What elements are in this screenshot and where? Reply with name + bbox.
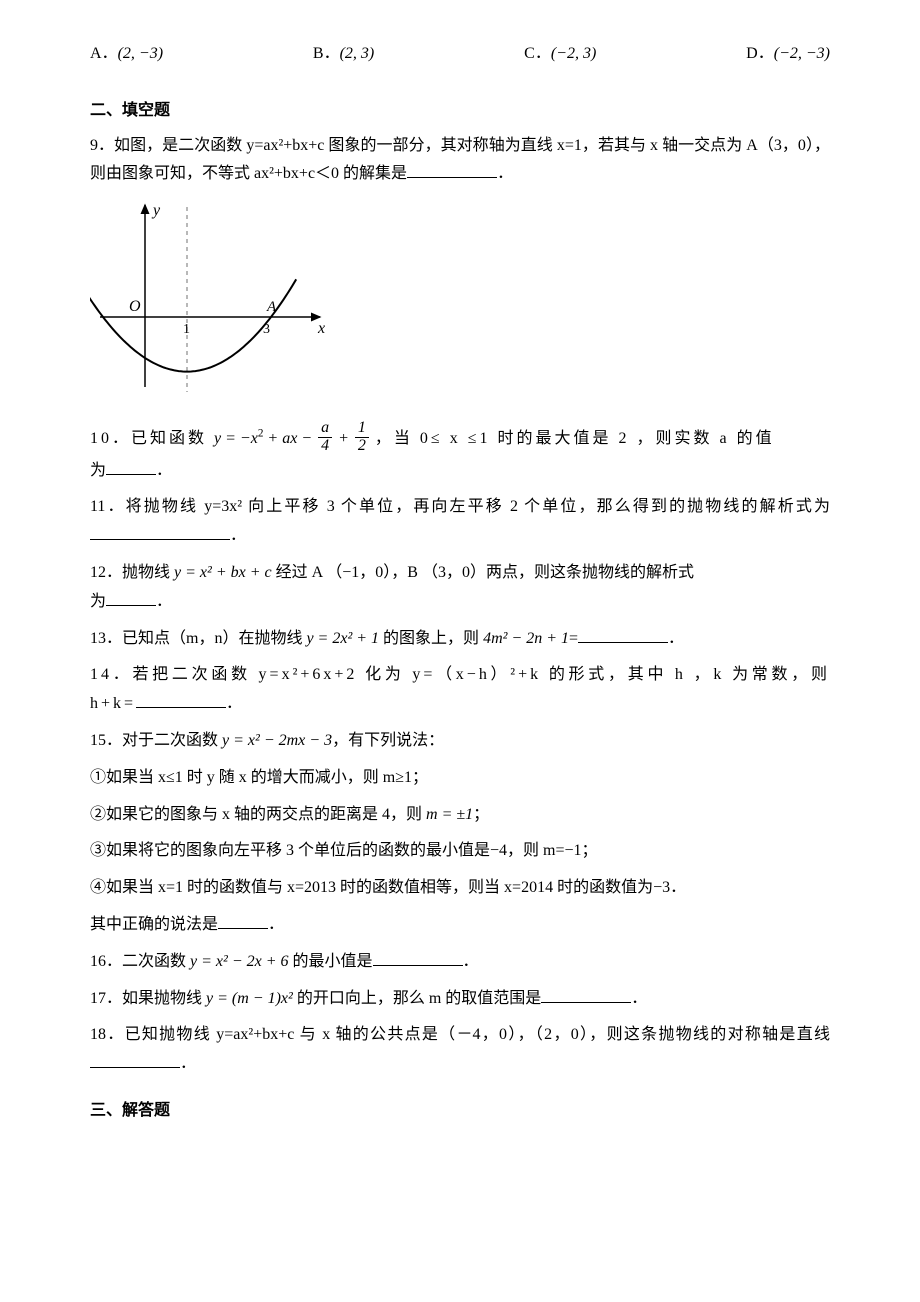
q10-frac1-d: 4 (318, 438, 332, 455)
q18-text: 18．已知抛物线 y=ax²+bx+c 与 x 轴的公共点是（－4，0），（2，… (90, 1026, 830, 1043)
q11: 11．将抛物线 y=3x² 向上平移 3 个单位，再向左平移 2 个单位，那么得… (90, 493, 830, 551)
q13-blank (578, 626, 668, 643)
q17-prefix: 17．如果抛物线 (90, 990, 206, 1007)
q11-blank (90, 523, 230, 540)
q8-opt-c: C．(−2, 3) (524, 40, 596, 69)
q15-item5-b: ． (268, 916, 284, 933)
section-3-heading: 三、解答题 (90, 1097, 830, 1126)
q15-prefix: 15．对于二次函数 (90, 732, 222, 749)
q8-opt-a-val: (2, −3) (118, 45, 163, 62)
q12-mid: 经过 A （−1，0），B （3，0）两点，则这条抛物线的解析式 (272, 564, 694, 581)
q8-opt-c-label: C． (524, 45, 551, 62)
svg-text:y: y (151, 202, 161, 219)
q10-wei: 为 (90, 462, 106, 479)
q11-period: ． (230, 527, 246, 544)
q16-period: ． (463, 953, 479, 970)
q10-prefix: 10．已知函数 (90, 430, 214, 447)
q17-period: ． (631, 990, 647, 1007)
q15-item3: ③如果将它的图象向左平移 3 个单位后的函数的最小值是−4，则 m=−1； (90, 837, 830, 866)
q11-text: 11．将抛物线 y=3x² 向上平移 3 个单位，再向左平移 2 个单位，那么得… (90, 498, 830, 515)
q10-f3: + (334, 430, 353, 447)
q8-opt-a-label: A． (90, 45, 118, 62)
q16-formula: y = x² − 2x + 6 (190, 953, 289, 970)
q12-period: ． (156, 593, 172, 610)
q15-item4: ④如果当 x=1 时的函数值与 x=2013 时的函数值相等，则当 x=2014… (90, 874, 830, 903)
q10-frac2-d: 2 (355, 438, 369, 455)
q8-opt-a: A．(2, −3) (90, 40, 163, 69)
q16: 16．二次函数 y = x² − 2x + 6 的最小值是 ． (90, 948, 830, 977)
q10-period: ． (156, 462, 172, 479)
parabola-graph: O 1 3 Ax y (90, 197, 330, 397)
q13-eq: = (569, 630, 578, 647)
q15-blank (218, 912, 268, 929)
q10-frac2: 12 (355, 420, 369, 455)
q9-graph: O 1 3 Ax y (90, 197, 830, 408)
q18: 18．已知抛物线 y=ax²+bx+c 与 x 轴的公共点是（－4，0），（2，… (90, 1021, 830, 1079)
q18-period: ． (180, 1055, 196, 1072)
q8-options: A．(2, −3) B．(2, 3) C．(−2, 3) D．(−2, −3) (90, 40, 830, 69)
q9: 9．如图，是二次函数 y=ax²+bx+c 图象的一部分，其对称轴为直线 x=1… (90, 132, 830, 190)
q18-blank (90, 1051, 180, 1068)
q10-f2: + ax − (263, 430, 316, 447)
q10-frac1-n: a (318, 420, 332, 438)
q10-blank (106, 458, 156, 475)
q15-item2-a: ②如果它的图象与 x 轴的两交点的距离是 4，则 (90, 806, 426, 823)
q13-prefix: 13．已知点（m，n）在抛物线 (90, 630, 306, 647)
q8-opt-b-label: B． (313, 45, 340, 62)
q15-suffix: ，有下列说法： (332, 732, 444, 749)
q17-mid: 的开口向上，那么 m 的取值范围是 (293, 990, 541, 1007)
q10-frac1: a4 (318, 420, 332, 455)
q15-item1: ①如果当 x≤1 时 y 随 x 的增大而减小，则 m≥1； (90, 764, 830, 793)
q14: 14．若把二次函数 y=x²+6x+2 化为 y=（x−h）²+k 的形式，其中… (90, 661, 830, 719)
svg-text:A: A (266, 299, 277, 315)
q16-mid: 的最小值是 (289, 953, 373, 970)
q13: 13．已知点（m，n）在抛物线 y = 2x² + 1 的图象上，则 4m² −… (90, 625, 830, 654)
q15-formula: y = x² − 2mx − 3 (222, 732, 332, 749)
q15-item5-a: 其中正确的说法是 (90, 916, 218, 933)
q12-prefix: 12．抛物线 (90, 564, 174, 581)
svg-text:O: O (129, 298, 141, 315)
q8-opt-d: D．(−2, −3) (746, 40, 830, 69)
q12-blank (106, 589, 156, 606)
svg-text:1: 1 (183, 322, 190, 337)
q12-wei: 为 (90, 593, 106, 610)
q12: 12．抛物线 y = x² + bx + c 经过 A （−1，0），B （3，… (90, 559, 830, 617)
q13-f2: 4m² − 2n + 1 (483, 630, 569, 647)
q13-f1: y = 2x² + 1 (306, 630, 379, 647)
q15-item5: 其中正确的说法是 ． (90, 911, 830, 940)
q15-item2: ②如果它的图象与 x 轴的两交点的距离是 4，则 m = ±1； (90, 801, 830, 830)
q8-opt-d-val: (−2, −3) (774, 45, 830, 62)
q10-f1: y = −x (214, 430, 258, 447)
q16-prefix: 16．二次函数 (90, 953, 190, 970)
q13-period: ． (668, 630, 684, 647)
q10-frac2-n: 1 (355, 420, 369, 438)
q17: 17．如果抛物线 y = (m − 1)x² 的开口向上，那么 m 的取值范围是… (90, 985, 830, 1014)
q8-opt-d-label: D． (746, 45, 774, 62)
section-2-heading: 二、填空题 (90, 97, 830, 126)
q14-blank (136, 691, 226, 708)
q17-formula: y = (m − 1)x² (206, 990, 293, 1007)
q10-mid: ，当 0≤ x ≤1 时的最大值是 2 ，则实数 a 的值 (375, 430, 775, 447)
q15: 15．对于二次函数 y = x² − 2mx − 3，有下列说法： (90, 727, 830, 756)
q9-period: ． (497, 165, 513, 182)
q16-blank (373, 949, 463, 966)
q12-formula: y = x² + bx + c (174, 564, 272, 581)
svg-text:x: x (317, 320, 325, 337)
q8-opt-b-val: (2, 3) (340, 45, 375, 62)
q10-formula: y = −x2 + ax − a4 + 12 (214, 430, 375, 447)
q15-item2-f: m = ±1 (426, 806, 473, 823)
q8-opt-b: B．(2, 3) (313, 40, 374, 69)
q14-period: ． (226, 695, 245, 712)
q9-blank (407, 161, 497, 178)
q8-opt-c-val: (−2, 3) (551, 45, 596, 62)
q13-mid: 的图象上，则 (379, 630, 483, 647)
q17-blank (541, 986, 631, 1003)
svg-text:3: 3 (263, 322, 270, 337)
q15-item2-b: ； (473, 806, 489, 823)
q10: 10．已知函数 y = −x2 + ax − a4 + 12 ，当 0≤ x ≤… (90, 422, 830, 485)
